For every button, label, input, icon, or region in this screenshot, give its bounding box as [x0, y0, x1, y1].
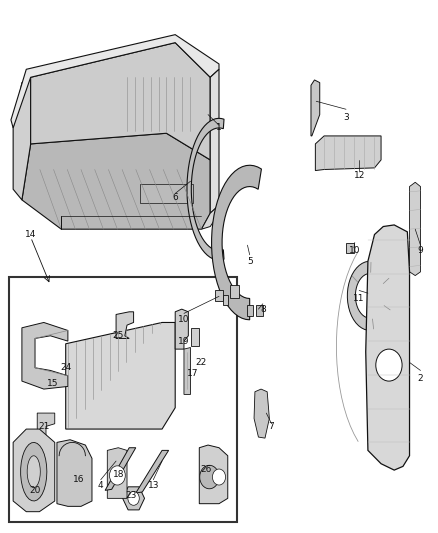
Polygon shape	[123, 487, 145, 510]
Polygon shape	[22, 133, 210, 229]
Polygon shape	[210, 69, 219, 213]
Polygon shape	[223, 295, 228, 305]
Polygon shape	[66, 322, 175, 429]
Text: 22: 22	[196, 358, 207, 367]
Text: 13: 13	[148, 481, 159, 489]
Polygon shape	[13, 429, 55, 512]
Text: 11: 11	[353, 294, 365, 303]
Polygon shape	[247, 305, 253, 316]
Polygon shape	[27, 456, 40, 488]
Text: 8: 8	[260, 305, 266, 313]
Polygon shape	[215, 290, 223, 301]
Circle shape	[128, 491, 139, 505]
Text: 9: 9	[417, 246, 424, 255]
Text: 3: 3	[343, 113, 349, 122]
Polygon shape	[254, 389, 269, 438]
Text: 15: 15	[47, 379, 58, 388]
Polygon shape	[366, 225, 410, 470]
Text: 16: 16	[73, 475, 85, 484]
Polygon shape	[136, 450, 169, 493]
Polygon shape	[346, 243, 354, 253]
Polygon shape	[311, 80, 320, 136]
Text: 2: 2	[418, 374, 423, 383]
Circle shape	[376, 349, 402, 381]
Text: 23: 23	[126, 491, 137, 500]
Text: 5: 5	[247, 257, 253, 265]
Text: 12: 12	[353, 172, 365, 180]
Text: 14: 14	[25, 230, 36, 239]
Circle shape	[200, 465, 219, 489]
Polygon shape	[116, 312, 134, 338]
Polygon shape	[230, 285, 239, 298]
Text: 19: 19	[178, 337, 190, 345]
Text: 7: 7	[268, 422, 275, 431]
Polygon shape	[410, 182, 420, 276]
Polygon shape	[191, 328, 199, 346]
Text: 4: 4	[98, 481, 103, 489]
Polygon shape	[187, 118, 224, 260]
Polygon shape	[201, 205, 219, 229]
Polygon shape	[105, 448, 136, 490]
Circle shape	[212, 469, 226, 485]
Text: 6: 6	[172, 193, 178, 201]
Bar	[9, 277, 237, 522]
Polygon shape	[199, 445, 228, 504]
Polygon shape	[347, 261, 384, 330]
Polygon shape	[184, 348, 191, 394]
Text: 24: 24	[60, 364, 71, 372]
Polygon shape	[256, 305, 263, 316]
Text: 17: 17	[187, 369, 198, 377]
Text: 10: 10	[349, 246, 360, 255]
Text: 10: 10	[178, 316, 190, 324]
Circle shape	[110, 466, 125, 485]
Text: 26: 26	[200, 465, 212, 473]
Polygon shape	[140, 184, 193, 203]
Polygon shape	[11, 35, 219, 128]
Text: 18: 18	[113, 470, 124, 479]
Polygon shape	[212, 165, 261, 320]
Text: 1: 1	[216, 124, 222, 132]
Polygon shape	[57, 440, 92, 506]
Text: 20: 20	[29, 486, 41, 495]
Polygon shape	[31, 43, 210, 160]
Polygon shape	[22, 322, 68, 389]
Text: 25: 25	[113, 332, 124, 340]
Polygon shape	[107, 448, 127, 498]
Polygon shape	[37, 413, 55, 440]
Polygon shape	[13, 80, 31, 200]
Polygon shape	[21, 442, 47, 501]
Polygon shape	[315, 136, 381, 171]
Polygon shape	[175, 309, 188, 349]
Text: 21: 21	[38, 422, 49, 431]
